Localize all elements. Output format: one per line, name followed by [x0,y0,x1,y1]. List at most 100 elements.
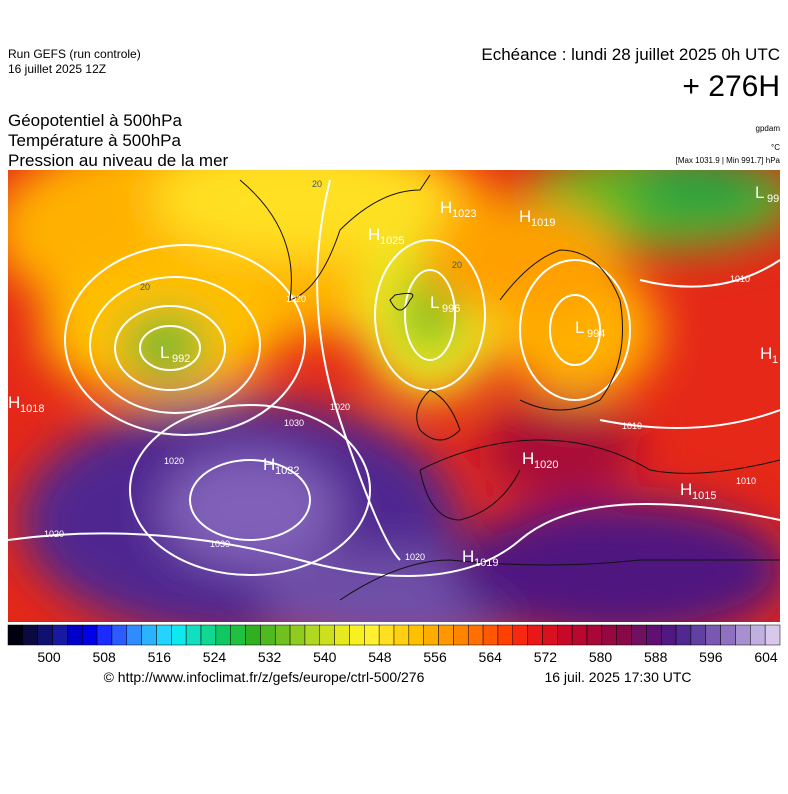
map [8,170,780,622]
run-label: Run GEFS (run controle) [8,47,141,61]
colorbar-label: 564 [479,649,503,665]
isobars [8,179,780,577]
colorbar-label: 580 [589,649,613,665]
center-letter: L [160,343,169,362]
center-value: 1 [772,354,778,366]
center-letter: L [430,293,439,312]
unit: gpdam [756,124,781,133]
isoline-label: 20 [140,282,150,292]
colorbar-label: 500 [37,649,61,665]
isoline-label: 1020 [286,294,306,304]
colorbar-swatch [735,624,751,646]
colorbar-swatch [304,624,321,646]
colorbar-swatch [438,624,454,646]
colorbar-swatch [7,624,24,646]
colorbar-swatch [378,624,395,646]
generated: 16 juil. 2025 17:30 UTC [544,669,691,685]
map-title: Pression au niveau de la mer [8,151,229,170]
lead-time: + 276H [682,70,780,103]
center-value: 99 [767,193,779,205]
isoline-label: 1030 [284,418,304,428]
colorbar-swatch [601,624,617,646]
colorbar-label: 516 [148,649,172,665]
colorbar-swatch [111,624,128,646]
colorbar-swatch [720,624,736,646]
colorbar-swatch [200,624,217,646]
center-value: 1015 [692,490,716,502]
center-letter: L [755,183,764,202]
colorbar-swatch [586,624,603,646]
colorbar-label: 548 [368,649,392,665]
colorbar-swatch [171,624,187,646]
source: © http://www.infoclimat.fr/z/gefs/europe… [104,669,425,685]
center-letter: H [462,547,474,566]
colorbar-swatch [126,624,142,646]
colorbar-swatch [96,624,113,646]
colorbar-swatch [497,624,514,646]
colorbar-swatch [527,624,543,646]
isoline-label: 1010 [736,476,756,486]
center-value: 1023 [452,208,476,220]
center-letter: L [575,318,584,337]
colorbar-swatch [81,624,98,646]
isoline-label: 1020 [330,402,350,412]
colorbar-swatch [245,624,261,646]
colorbar-swatch [557,624,573,646]
colorbar-label: 524 [203,649,227,665]
colorbar-swatch [453,624,469,646]
center-letter: H [760,344,772,363]
center-letter: H [263,455,275,474]
colorbar-swatch [141,624,157,646]
run-date: 16 juillet 2025 12Z [8,62,106,76]
echeance: Echéance : lundi 28 juillet 2025 0h UTC [481,45,780,64]
unit: °C [771,143,780,152]
colorbar-swatch [52,624,68,646]
colorbar-swatch [705,624,721,646]
colorbar: 500 508 516 524 532 540 548 556 564 572 580 588 596 6… [7,624,781,665]
colorbar-swatch [571,624,588,646]
center-value: 1018 [20,403,44,415]
colorbar-swatch [215,624,231,646]
temperature-field [8,170,780,622]
colorbar-swatch [660,624,677,646]
colorbar-swatch [764,624,781,646]
center-value: 1019 [474,557,498,569]
colorbar-label: 556 [423,649,447,665]
colorbar-label: 508 [92,649,116,665]
isoline-label: 1020 [44,529,64,539]
colorbar-swatch [750,624,766,646]
colorbar-label: 596 [699,649,723,665]
colorbar-swatch [319,624,335,646]
isoline-label: 1020 [405,552,425,562]
colorbar-label: 572 [534,649,558,665]
isoline-label: 1010 [730,274,750,284]
colorbar-swatch [22,624,38,646]
colorbar-swatch [289,624,306,646]
isoline-label: 1010 [622,421,642,431]
colorbar-swatch [230,624,246,646]
isoline-label: 1020 [164,456,184,466]
center-letter: H [368,225,380,244]
colorbar-swatch [334,624,350,646]
map-title: Géopotentiel à 500hPa [8,111,182,130]
colorbar-label: 532 [258,649,282,665]
colorbar-swatch [616,624,632,646]
center-letter: H [440,198,452,217]
center-value: 1032 [275,465,299,477]
colorbar-swatch [646,624,662,646]
center-value: 992 [172,353,190,365]
center-value: 1019 [531,217,555,229]
center-value: 996 [442,303,460,315]
colorbar-swatch [408,624,424,646]
colorbar-swatch [512,624,528,646]
colorbar-swatch [185,624,202,646]
center-letter: H [680,480,692,499]
center-value: 994 [587,328,605,340]
colorbar-swatch [260,624,276,646]
colorbar-label: 540 [313,649,337,665]
center-letter: H [8,393,20,412]
colorbar-swatch [467,624,484,646]
colorbar-swatch [393,624,410,646]
colorbar-swatch [37,624,53,646]
